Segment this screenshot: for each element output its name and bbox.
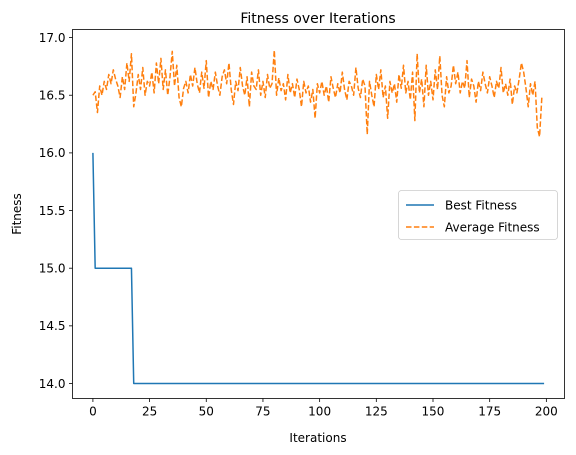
x-tick-label: 125	[365, 405, 388, 419]
x-axis-label: Iterations	[289, 431, 346, 445]
x-axis-ticks: 0 25 50 75 100 125 150 175 200	[89, 398, 558, 419]
y-tick-label: 16.0	[39, 146, 66, 160]
legend-label-average-fitness: Average Fitness	[445, 221, 540, 235]
x-tick-label: 100	[308, 405, 331, 419]
plot-area	[92, 49, 545, 385]
y-tick-label: 17.0	[39, 31, 66, 45]
x-tick-label: 75	[255, 405, 270, 419]
y-tick-label: 14.0	[39, 377, 66, 391]
legend-label-best-fitness: Best Fitness	[445, 199, 517, 213]
x-tick-label: 200	[535, 405, 558, 419]
x-tick-label: 50	[199, 405, 214, 419]
y-tick-label: 14.5	[39, 319, 66, 333]
y-tick-label: 15.0	[39, 261, 66, 275]
x-tick-label: 25	[142, 405, 157, 419]
x-tick-label: 150	[422, 405, 445, 419]
y-axis-label: Fitness	[10, 193, 24, 235]
x-tick-label: 175	[478, 405, 501, 419]
chart-title: Fitness over Iterations	[240, 11, 395, 27]
legend-box	[398, 190, 558, 240]
y-tick-label: 16.5	[39, 89, 66, 103]
series-line-average-fitness	[92, 49, 543, 138]
x-tick-label: 0	[89, 405, 97, 419]
y-tick-label: 15.5	[39, 204, 66, 218]
plot-frame	[72, 29, 565, 399]
legend: Best Fitness Average Fitness	[398, 190, 558, 240]
series-line-best-fitness	[92, 152, 545, 385]
y-axis-ticks: 14.0 14.5 15.0 15.5 16.0 16.5 17.0	[39, 31, 73, 391]
